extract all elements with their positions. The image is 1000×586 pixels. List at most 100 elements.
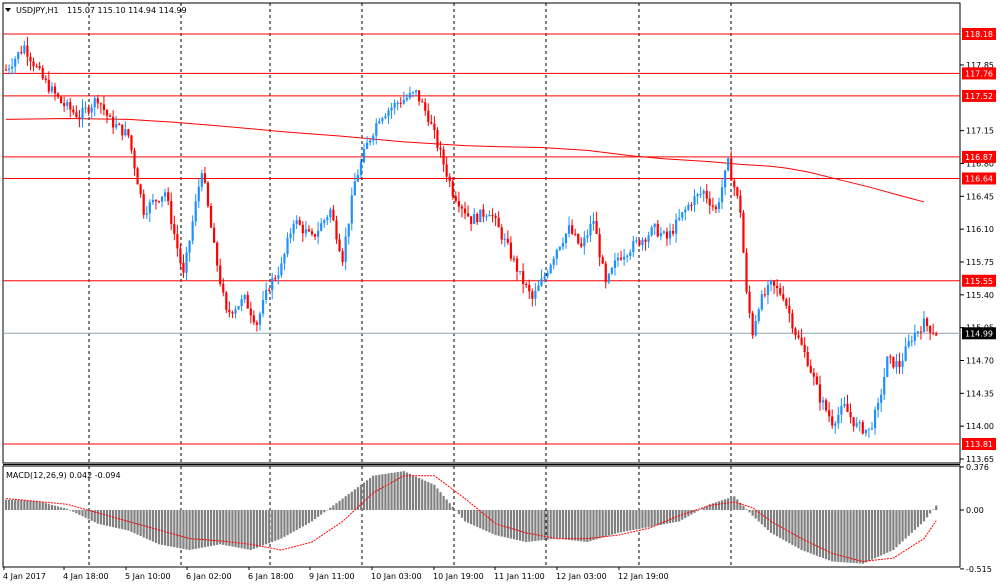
candle — [754, 315, 757, 337]
candle — [41, 64, 44, 80]
candle — [766, 280, 770, 305]
macd-bar — [292, 510, 295, 532]
macd-bar — [659, 510, 662, 525]
candle — [892, 356, 895, 369]
candle — [11, 58, 14, 75]
candle — [935, 331, 938, 336]
macd-bar — [935, 505, 938, 510]
candle — [717, 197, 721, 213]
candle — [534, 282, 537, 306]
candle — [779, 283, 782, 297]
candle — [4, 64, 8, 71]
candle — [708, 191, 711, 215]
macd-bar — [788, 510, 791, 544]
candle — [359, 158, 363, 178]
candle — [522, 263, 525, 294]
macd-bar — [601, 510, 604, 538]
candle — [668, 223, 672, 245]
macd-bar — [650, 510, 653, 527]
candle — [870, 421, 874, 431]
candle — [500, 224, 503, 245]
macd-bar — [313, 510, 317, 520]
symbol-label: USDJPY,H1 — [16, 6, 59, 15]
macd-bar — [619, 510, 623, 533]
macd-bar — [390, 472, 393, 510]
macd-bar — [821, 510, 825, 559]
candle — [619, 250, 623, 262]
candle — [292, 220, 295, 242]
time-tick-label: 10 Jan 19:00 — [433, 572, 484, 581]
candle — [812, 367, 815, 386]
candle — [919, 326, 923, 340]
candle — [705, 184, 708, 204]
macd-bar — [222, 510, 225, 545]
macd-bar — [271, 510, 274, 543]
candle — [356, 169, 359, 183]
candle — [7, 64, 11, 75]
macd-bar — [580, 510, 583, 542]
macd-bar — [66, 508, 69, 510]
macd-bar — [457, 510, 460, 515]
macd-bar — [258, 510, 262, 547]
macd-bar — [864, 510, 867, 563]
candle — [108, 113, 112, 118]
macd-bar — [815, 510, 818, 556]
candle — [867, 428, 871, 438]
candle — [225, 290, 228, 314]
macd-bar — [567, 510, 571, 540]
candle — [601, 254, 604, 265]
candle — [583, 230, 586, 255]
macd-bar — [90, 510, 93, 521]
candle — [782, 285, 785, 302]
candle — [78, 109, 81, 128]
macd-bar — [393, 472, 396, 510]
macd-bar — [81, 510, 84, 517]
macd-bar — [445, 499, 448, 510]
candle — [837, 407, 840, 429]
macd-bar — [176, 510, 179, 548]
macd-bar — [880, 510, 883, 556]
macd-bar — [145, 510, 148, 539]
macd-bar — [889, 510, 892, 552]
macd-bar — [782, 510, 785, 540]
macd-bar — [877, 510, 880, 557]
candle — [543, 272, 546, 283]
candle — [326, 214, 329, 226]
candle — [528, 279, 531, 300]
macd-bar — [610, 510, 613, 535]
candle — [482, 204, 485, 223]
dropdown-triangle-icon[interactable] — [5, 8, 11, 12]
candle — [234, 305, 237, 319]
macd-bar — [255, 510, 259, 548]
time-tick-label: 4 Jan 18:00 — [63, 572, 109, 581]
candle — [258, 311, 262, 331]
candle — [549, 263, 552, 275]
macd-bar — [564, 510, 568, 540]
price-tick-label: 114.35 — [966, 389, 994, 398]
macd-bar — [482, 510, 485, 530]
macd-bar — [265, 510, 268, 545]
macd-bar — [852, 510, 855, 564]
candle — [96, 94, 99, 109]
macd-bar — [448, 503, 451, 510]
price-tick-label: 114.70 — [966, 356, 994, 365]
candle — [44, 75, 47, 84]
macd-bar — [473, 510, 476, 526]
macd-bar — [574, 510, 577, 541]
candle — [635, 236, 638, 244]
candle — [274, 274, 277, 282]
candle — [295, 215, 298, 229]
candle — [283, 252, 286, 271]
candle — [494, 213, 497, 227]
candle — [237, 305, 240, 310]
candle — [430, 114, 433, 125]
candle — [843, 396, 846, 409]
candle — [702, 189, 705, 202]
candle — [736, 186, 739, 199]
macd-bar — [4, 499, 8, 510]
level-tag — [962, 28, 996, 40]
candle — [240, 294, 243, 312]
candle — [675, 213, 678, 243]
macd-bar — [225, 510, 228, 546]
candle — [877, 397, 880, 418]
